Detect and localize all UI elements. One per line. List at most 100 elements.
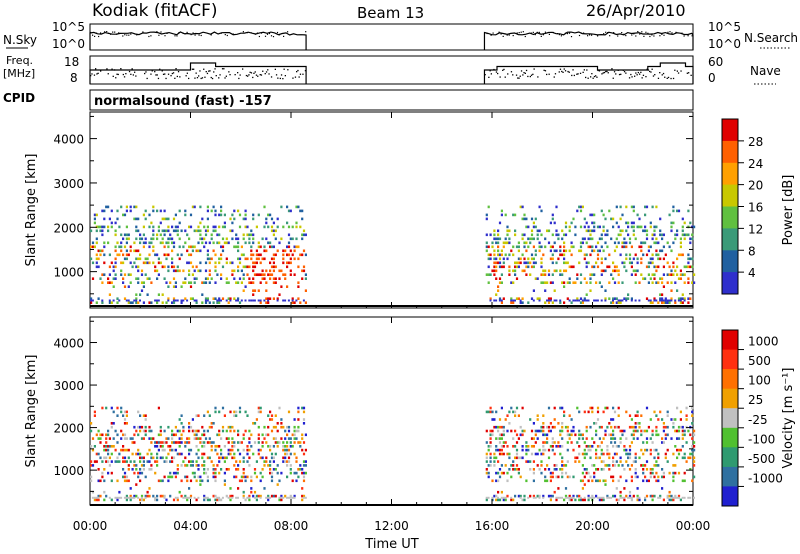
echo-cell xyxy=(502,441,505,444)
echo-cell xyxy=(615,460,618,463)
echo-cell xyxy=(495,257,498,261)
nave-dot xyxy=(198,75,200,77)
echo-cell xyxy=(159,241,162,245)
echo-cell xyxy=(602,496,605,499)
echo-cell xyxy=(593,441,596,444)
echo-cell xyxy=(216,445,219,448)
echo-cell xyxy=(517,468,520,471)
colorbar-segment xyxy=(722,330,738,351)
echo-cell xyxy=(489,437,492,440)
echo-cell xyxy=(101,249,104,253)
echo-cell xyxy=(101,475,104,479)
echo-cell xyxy=(280,285,283,288)
echo-cell xyxy=(693,281,696,284)
echo-cell xyxy=(208,281,211,284)
echo-cell xyxy=(551,273,554,276)
echo-cell xyxy=(284,456,287,460)
echo-cell xyxy=(651,441,654,444)
echo-cell xyxy=(208,441,211,444)
echo-cell xyxy=(578,437,581,440)
echo-cell xyxy=(220,299,222,302)
echo-cell xyxy=(595,452,598,456)
echo-cell xyxy=(186,233,189,237)
echo-cell xyxy=(244,475,247,479)
echo-cell xyxy=(227,496,230,499)
echo-cell xyxy=(199,233,202,237)
echo-cell xyxy=(218,471,221,475)
echo-cell xyxy=(267,445,270,448)
echo-cell xyxy=(540,471,543,475)
echo-cell xyxy=(152,261,155,265)
echo-cell xyxy=(557,237,560,241)
nave-dot xyxy=(175,68,177,70)
echo-cell xyxy=(127,233,130,237)
echo-cell xyxy=(186,479,189,483)
echo-cell xyxy=(148,429,151,433)
echo-cell xyxy=(257,253,260,257)
echo-cell xyxy=(683,273,686,276)
echo-cell xyxy=(304,464,307,467)
echo-cell xyxy=(286,441,289,444)
echo-cell xyxy=(676,496,678,499)
echo-cell xyxy=(178,269,181,273)
echo-cell xyxy=(579,209,583,213)
range-tick-label: 3000 xyxy=(53,177,84,191)
echo-cell xyxy=(216,241,219,245)
echo-cell xyxy=(670,281,673,284)
echo-cell xyxy=(628,456,632,460)
echo-cell xyxy=(295,460,298,463)
echo-cell xyxy=(530,253,534,257)
nave-dot xyxy=(518,77,520,79)
echo-cell xyxy=(610,441,613,444)
echo-cell xyxy=(286,448,289,452)
echo-cell xyxy=(687,456,690,460)
echo-cell xyxy=(250,257,253,261)
echo-cell xyxy=(662,273,665,276)
noise-dot xyxy=(96,32,98,34)
echo-cell xyxy=(172,241,176,245)
echo-cell xyxy=(593,299,596,302)
echo-cell xyxy=(628,414,632,417)
echo-cell xyxy=(156,494,159,498)
echo-cell xyxy=(97,249,100,253)
echo-cell xyxy=(286,445,289,448)
echo-cell xyxy=(195,452,198,456)
echo-cell xyxy=(689,297,692,300)
echo-cell xyxy=(195,229,198,233)
echo-cell xyxy=(193,245,196,249)
echo-cell xyxy=(176,229,179,233)
echo-cell xyxy=(125,479,128,483)
echo-cell xyxy=(581,464,584,467)
echo-cell xyxy=(208,456,211,460)
echo-cell xyxy=(627,221,630,225)
echo-cell xyxy=(195,445,198,448)
echo-cell xyxy=(508,452,511,456)
nave-dot xyxy=(204,76,206,78)
echo-cell xyxy=(297,441,300,444)
echo-cell xyxy=(171,265,174,269)
echo-cell xyxy=(617,301,620,304)
echo-cell xyxy=(579,273,583,276)
echo-cell xyxy=(495,471,498,475)
echo-cell xyxy=(272,257,275,261)
echo-cell xyxy=(657,464,660,467)
echo-cell xyxy=(203,225,206,229)
echo-cell xyxy=(123,475,127,479)
echo-cell xyxy=(246,475,249,479)
echo-cell xyxy=(291,479,294,483)
echo-cell xyxy=(284,437,287,440)
echo-cell xyxy=(122,253,125,257)
echo-cell xyxy=(542,429,545,433)
echo-cell xyxy=(137,249,140,253)
echo-cell xyxy=(261,441,264,444)
nave-dot xyxy=(201,77,204,79)
echo-cell xyxy=(679,425,682,429)
echo-cell xyxy=(649,437,652,440)
echo-cell xyxy=(201,445,204,448)
echo-cell xyxy=(195,479,198,483)
echo-cell xyxy=(184,445,187,448)
echo-cell xyxy=(634,468,637,471)
echo-cell xyxy=(289,445,292,448)
echo-cell xyxy=(672,205,675,209)
velocity-heatmap xyxy=(90,406,696,502)
